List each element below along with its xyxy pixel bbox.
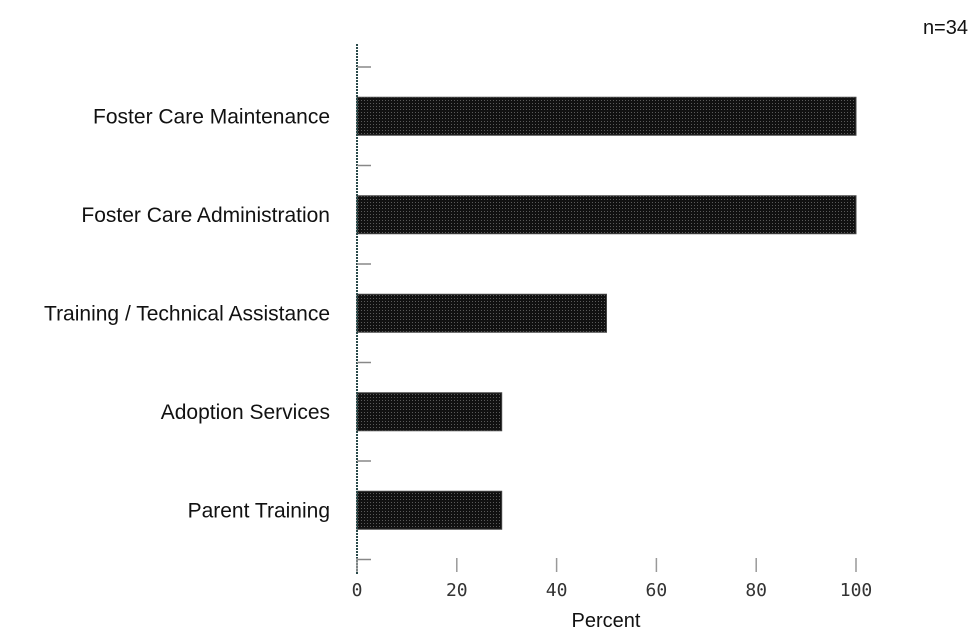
- x-tick-label: 40: [546, 580, 568, 601]
- x-tick-label: 0: [352, 580, 363, 601]
- x-axis-ticks: [356, 558, 857, 572]
- bar-foster-care-administration: [356, 195, 857, 235]
- x-axis-title: Percent: [572, 610, 641, 632]
- x-tick-label: 60: [646, 580, 668, 601]
- bar-parent-training: [356, 490, 503, 530]
- category-label-training-technical-assistance: Training / Technical Assistance: [44, 302, 330, 325]
- bar-adoption-services: [356, 392, 503, 432]
- bars-group: [356, 96, 857, 530]
- category-label-adoption-services: Adoption Services: [161, 401, 330, 424]
- y-axis-ticks: [357, 66, 371, 561]
- category-label-foster-care-maintenance: Foster Care Maintenance: [93, 105, 330, 128]
- bar-foster-care-maintenance: [356, 96, 857, 136]
- category-label-foster-care-administration: Foster Care Administration: [81, 204, 330, 227]
- x-tick-label: 80: [745, 580, 767, 601]
- sample-size-note: n=34: [923, 17, 968, 39]
- x-tick-label: 20: [446, 580, 468, 601]
- x-tick-label: 100: [840, 580, 873, 601]
- bar-training-technical-assistance: [356, 293, 607, 333]
- category-labels: Foster Care Maintenance Foster Care Admin…: [44, 105, 330, 522]
- category-label-parent-training: Parent Training: [188, 499, 330, 522]
- x-tick-labels: 0 20 40 60 80 100: [352, 580, 873, 601]
